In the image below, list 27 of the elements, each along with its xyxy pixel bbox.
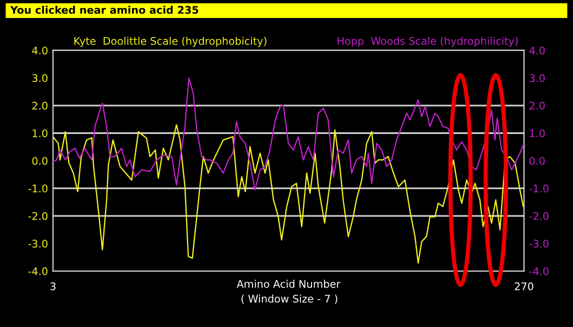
y-tick-label: 0.0	[32, 156, 48, 165]
y-tick-label: -3.0	[28, 240, 48, 248]
y2-tick-label: 2.0	[530, 102, 545, 110]
x-tick-label: 270	[514, 282, 534, 290]
x-tick-label: 3	[50, 282, 56, 290]
y-tick-label: -4.0	[28, 267, 48, 276]
y2-tick-label: -3.0	[529, 240, 549, 248]
y-tick-label: 1.0	[32, 129, 48, 138]
y2-tick-label: -4.0	[529, 267, 549, 276]
text: Kyte Doolittle Scale (hydrophobicity)	[74, 36, 266, 47]
text: ( Window Size - 7 )	[242, 294, 338, 304]
y-tick-label: -2.0	[28, 212, 48, 220]
y2-tick-label: -1.0	[529, 184, 549, 192]
y2-tick-label: 0.0	[530, 156, 545, 165]
y2-tick-label: 4.0	[529, 46, 545, 54]
y-tick-label: -1.0	[28, 184, 48, 192]
y-tick-label: 2.0	[32, 102, 48, 110]
y2-tick-label: 3.0	[530, 74, 545, 82]
y2-tick-label: -2.0	[529, 212, 549, 220]
line-series	[53, 78, 524, 191]
y-tick-label: 4.0	[32, 46, 48, 54]
x-axis-title: Amino Acid Number	[236, 280, 340, 288]
y-tick-label: 3.0	[32, 74, 48, 82]
line-series	[53, 124, 524, 264]
text: Hopp Woods Scale (hydrophilicity)	[338, 36, 518, 47]
chart-title: You clicked near amino acid 235	[10, 6, 198, 14]
y2-tick-label: 1.0	[530, 129, 545, 138]
